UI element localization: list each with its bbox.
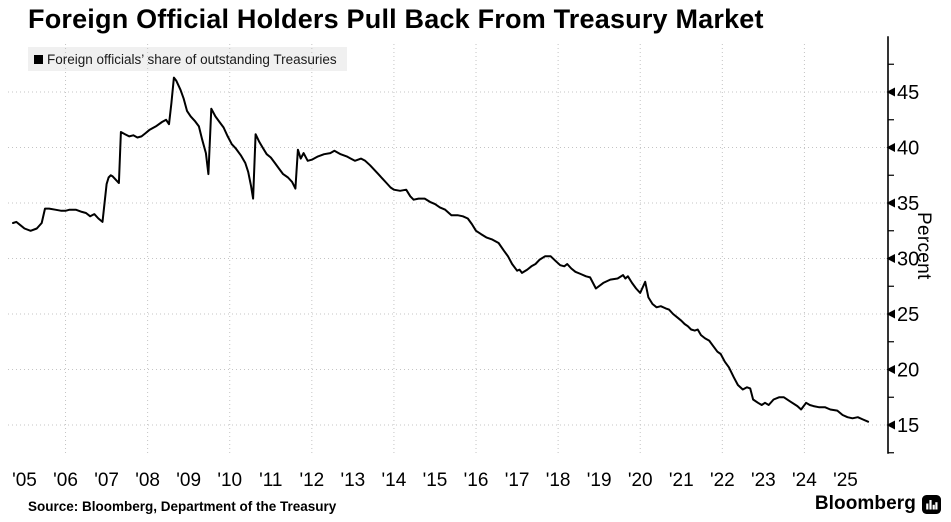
x-tick-label: '06 — [53, 470, 78, 491]
x-tick-label: '21 — [669, 470, 694, 491]
y-axis-tick-arrow-icon — [886, 365, 895, 374]
y-axis-tick-arrow-icon — [886, 87, 895, 97]
source-text: Source: Bloomberg, Department of the Tre… — [28, 499, 337, 514]
x-tick-label: '17 — [505, 470, 530, 491]
x-tick-label: '12 — [299, 470, 324, 491]
bloomberg-logo-text: Bloomberg — [814, 493, 916, 514]
legend: Foreign officials’ share of outstanding … — [28, 47, 347, 71]
y-tick-label: 15 — [897, 415, 919, 437]
x-tick-label: '16 — [464, 470, 489, 491]
x-tick-label: '05 — [12, 470, 37, 491]
x-tick-label: '08 — [135, 470, 160, 491]
x-tick-label: '18 — [546, 470, 571, 491]
x-tick-label: '24 — [792, 470, 817, 491]
y-axis-tick-arrow-icon — [886, 198, 895, 208]
x-tick-label: '22 — [710, 470, 735, 491]
y-axis-title: Percent — [913, 212, 934, 280]
y-tick-label: 45 — [897, 82, 919, 104]
x-tick-label: '14 — [382, 470, 407, 491]
y-tick-label: 40 — [897, 138, 919, 160]
y-axis-tick-arrow-icon — [886, 254, 895, 263]
y-axis-tick-arrow-icon — [886, 143, 895, 152]
x-tick-label: '13 — [340, 470, 365, 491]
bloomberg-chart-app-icon — [922, 494, 941, 514]
x-tick-label: '25 — [833, 470, 858, 491]
x-tick-label: '19 — [587, 470, 612, 491]
line-series — [12, 76, 870, 423]
x-tick-label: '23 — [751, 470, 776, 491]
y-tick-label: 20 — [897, 360, 919, 382]
x-tick-label: '09 — [176, 470, 201, 491]
y-tick-label: 25 — [897, 304, 919, 326]
x-tick-label: '07 — [94, 470, 119, 491]
y-axis-tick-arrow-icon — [886, 420, 895, 430]
legend-swatch-icon — [34, 54, 43, 64]
bloomberg-logo: Bloomberg — [815, 492, 941, 516]
y-tick-label: 35 — [897, 193, 919, 215]
y-axis-tick-arrow-icon — [886, 309, 895, 319]
x-tick-label: '10 — [217, 470, 242, 491]
legend-label: Foreign officials’ share of outstanding … — [47, 51, 337, 67]
x-tick-label: '15 — [423, 470, 448, 491]
y-tick-label: 30 — [897, 249, 919, 271]
chart-title: Foreign Official Holders Pull Back From … — [28, 4, 764, 34]
x-tick-label: '20 — [628, 470, 653, 491]
x-tick-label: '11 — [259, 470, 282, 491]
